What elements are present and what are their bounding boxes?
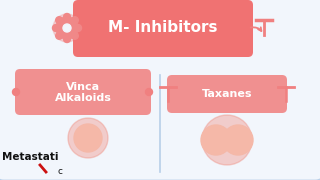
FancyBboxPatch shape xyxy=(167,75,287,113)
Text: c: c xyxy=(58,168,62,177)
FancyBboxPatch shape xyxy=(15,69,151,115)
Text: M- Inhibitors: M- Inhibitors xyxy=(108,21,218,35)
Circle shape xyxy=(74,124,102,152)
Circle shape xyxy=(52,24,60,31)
FancyBboxPatch shape xyxy=(73,0,253,57)
Text: Taxanes: Taxanes xyxy=(202,89,252,99)
Circle shape xyxy=(63,35,70,42)
Circle shape xyxy=(56,32,63,39)
Circle shape xyxy=(63,14,70,21)
Circle shape xyxy=(53,14,81,42)
Circle shape xyxy=(68,118,108,158)
Circle shape xyxy=(75,24,82,31)
Circle shape xyxy=(223,125,253,155)
Text: Metastati: Metastati xyxy=(2,152,59,162)
Text: Vinca: Vinca xyxy=(66,82,100,92)
Circle shape xyxy=(71,32,78,39)
Circle shape xyxy=(63,24,71,32)
Circle shape xyxy=(202,115,252,165)
FancyArrowPatch shape xyxy=(251,27,261,31)
Circle shape xyxy=(56,17,78,39)
Circle shape xyxy=(146,89,153,96)
Circle shape xyxy=(56,17,63,24)
Circle shape xyxy=(201,125,231,155)
Circle shape xyxy=(12,89,20,96)
Circle shape xyxy=(71,17,78,24)
Text: Alkaloids: Alkaloids xyxy=(55,93,111,103)
